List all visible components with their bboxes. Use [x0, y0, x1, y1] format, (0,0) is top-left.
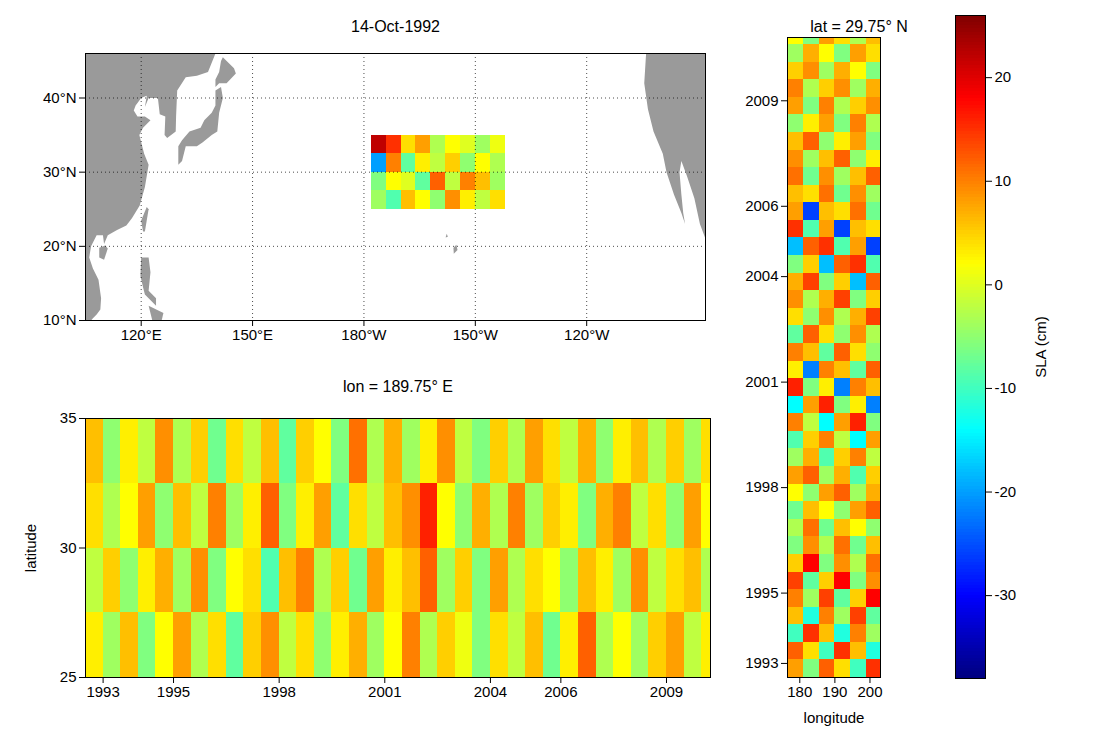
svg-text:35: 35: [60, 409, 77, 426]
svg-text:2004: 2004: [474, 683, 507, 700]
svg-text:2004: 2004: [745, 267, 778, 284]
svg-text:30: 30: [60, 539, 77, 556]
svg-text:180: 180: [787, 683, 812, 700]
svg-text:latitude: latitude: [22, 524, 39, 572]
svg-text:2001: 2001: [745, 373, 778, 390]
svg-text:2009: 2009: [650, 683, 683, 700]
svg-text:150°E: 150°E: [232, 326, 273, 343]
svg-text:2006: 2006: [745, 197, 778, 214]
svg-text:190: 190: [822, 683, 847, 700]
svg-text:180°W: 180°W: [341, 326, 387, 343]
svg-text:10: 10: [995, 172, 1012, 189]
svg-text:10°N: 10°N: [43, 311, 77, 328]
svg-text:200: 200: [857, 683, 882, 700]
svg-text:30°N: 30°N: [43, 163, 77, 180]
svg-text:1993: 1993: [745, 654, 778, 671]
svg-text:1998: 1998: [745, 478, 778, 495]
svg-text:-10: -10: [995, 379, 1017, 396]
svg-text:SLA (cm): SLA (cm): [1032, 316, 1049, 378]
svg-text:lat = 29.75° N: lat = 29.75° N: [810, 18, 908, 35]
svg-text:40°N: 40°N: [43, 89, 77, 106]
svg-text:2009: 2009: [745, 92, 778, 109]
svg-text:1995: 1995: [157, 683, 190, 700]
svg-text:1995: 1995: [745, 584, 778, 601]
svg-text:2001: 2001: [368, 683, 401, 700]
svg-text:0: 0: [995, 276, 1003, 293]
svg-text:25: 25: [60, 668, 77, 685]
svg-text:1998: 1998: [262, 683, 295, 700]
svg-text:150°W: 150°W: [453, 326, 499, 343]
svg-text:lon = 189.75° E: lon = 189.75° E: [343, 378, 453, 395]
svg-text:longitude: longitude: [804, 709, 865, 726]
svg-text:-20: -20: [995, 483, 1017, 500]
svg-text:14-Oct-1992: 14-Oct-1992: [351, 18, 440, 35]
svg-text:120°W: 120°W: [564, 326, 610, 343]
svg-text:20: 20: [995, 68, 1012, 85]
svg-text:1993: 1993: [86, 683, 119, 700]
svg-text:20°N: 20°N: [43, 237, 77, 254]
svg-text:120°E: 120°E: [121, 326, 162, 343]
svg-text:-30: -30: [995, 586, 1017, 603]
svg-text:2006: 2006: [544, 683, 577, 700]
